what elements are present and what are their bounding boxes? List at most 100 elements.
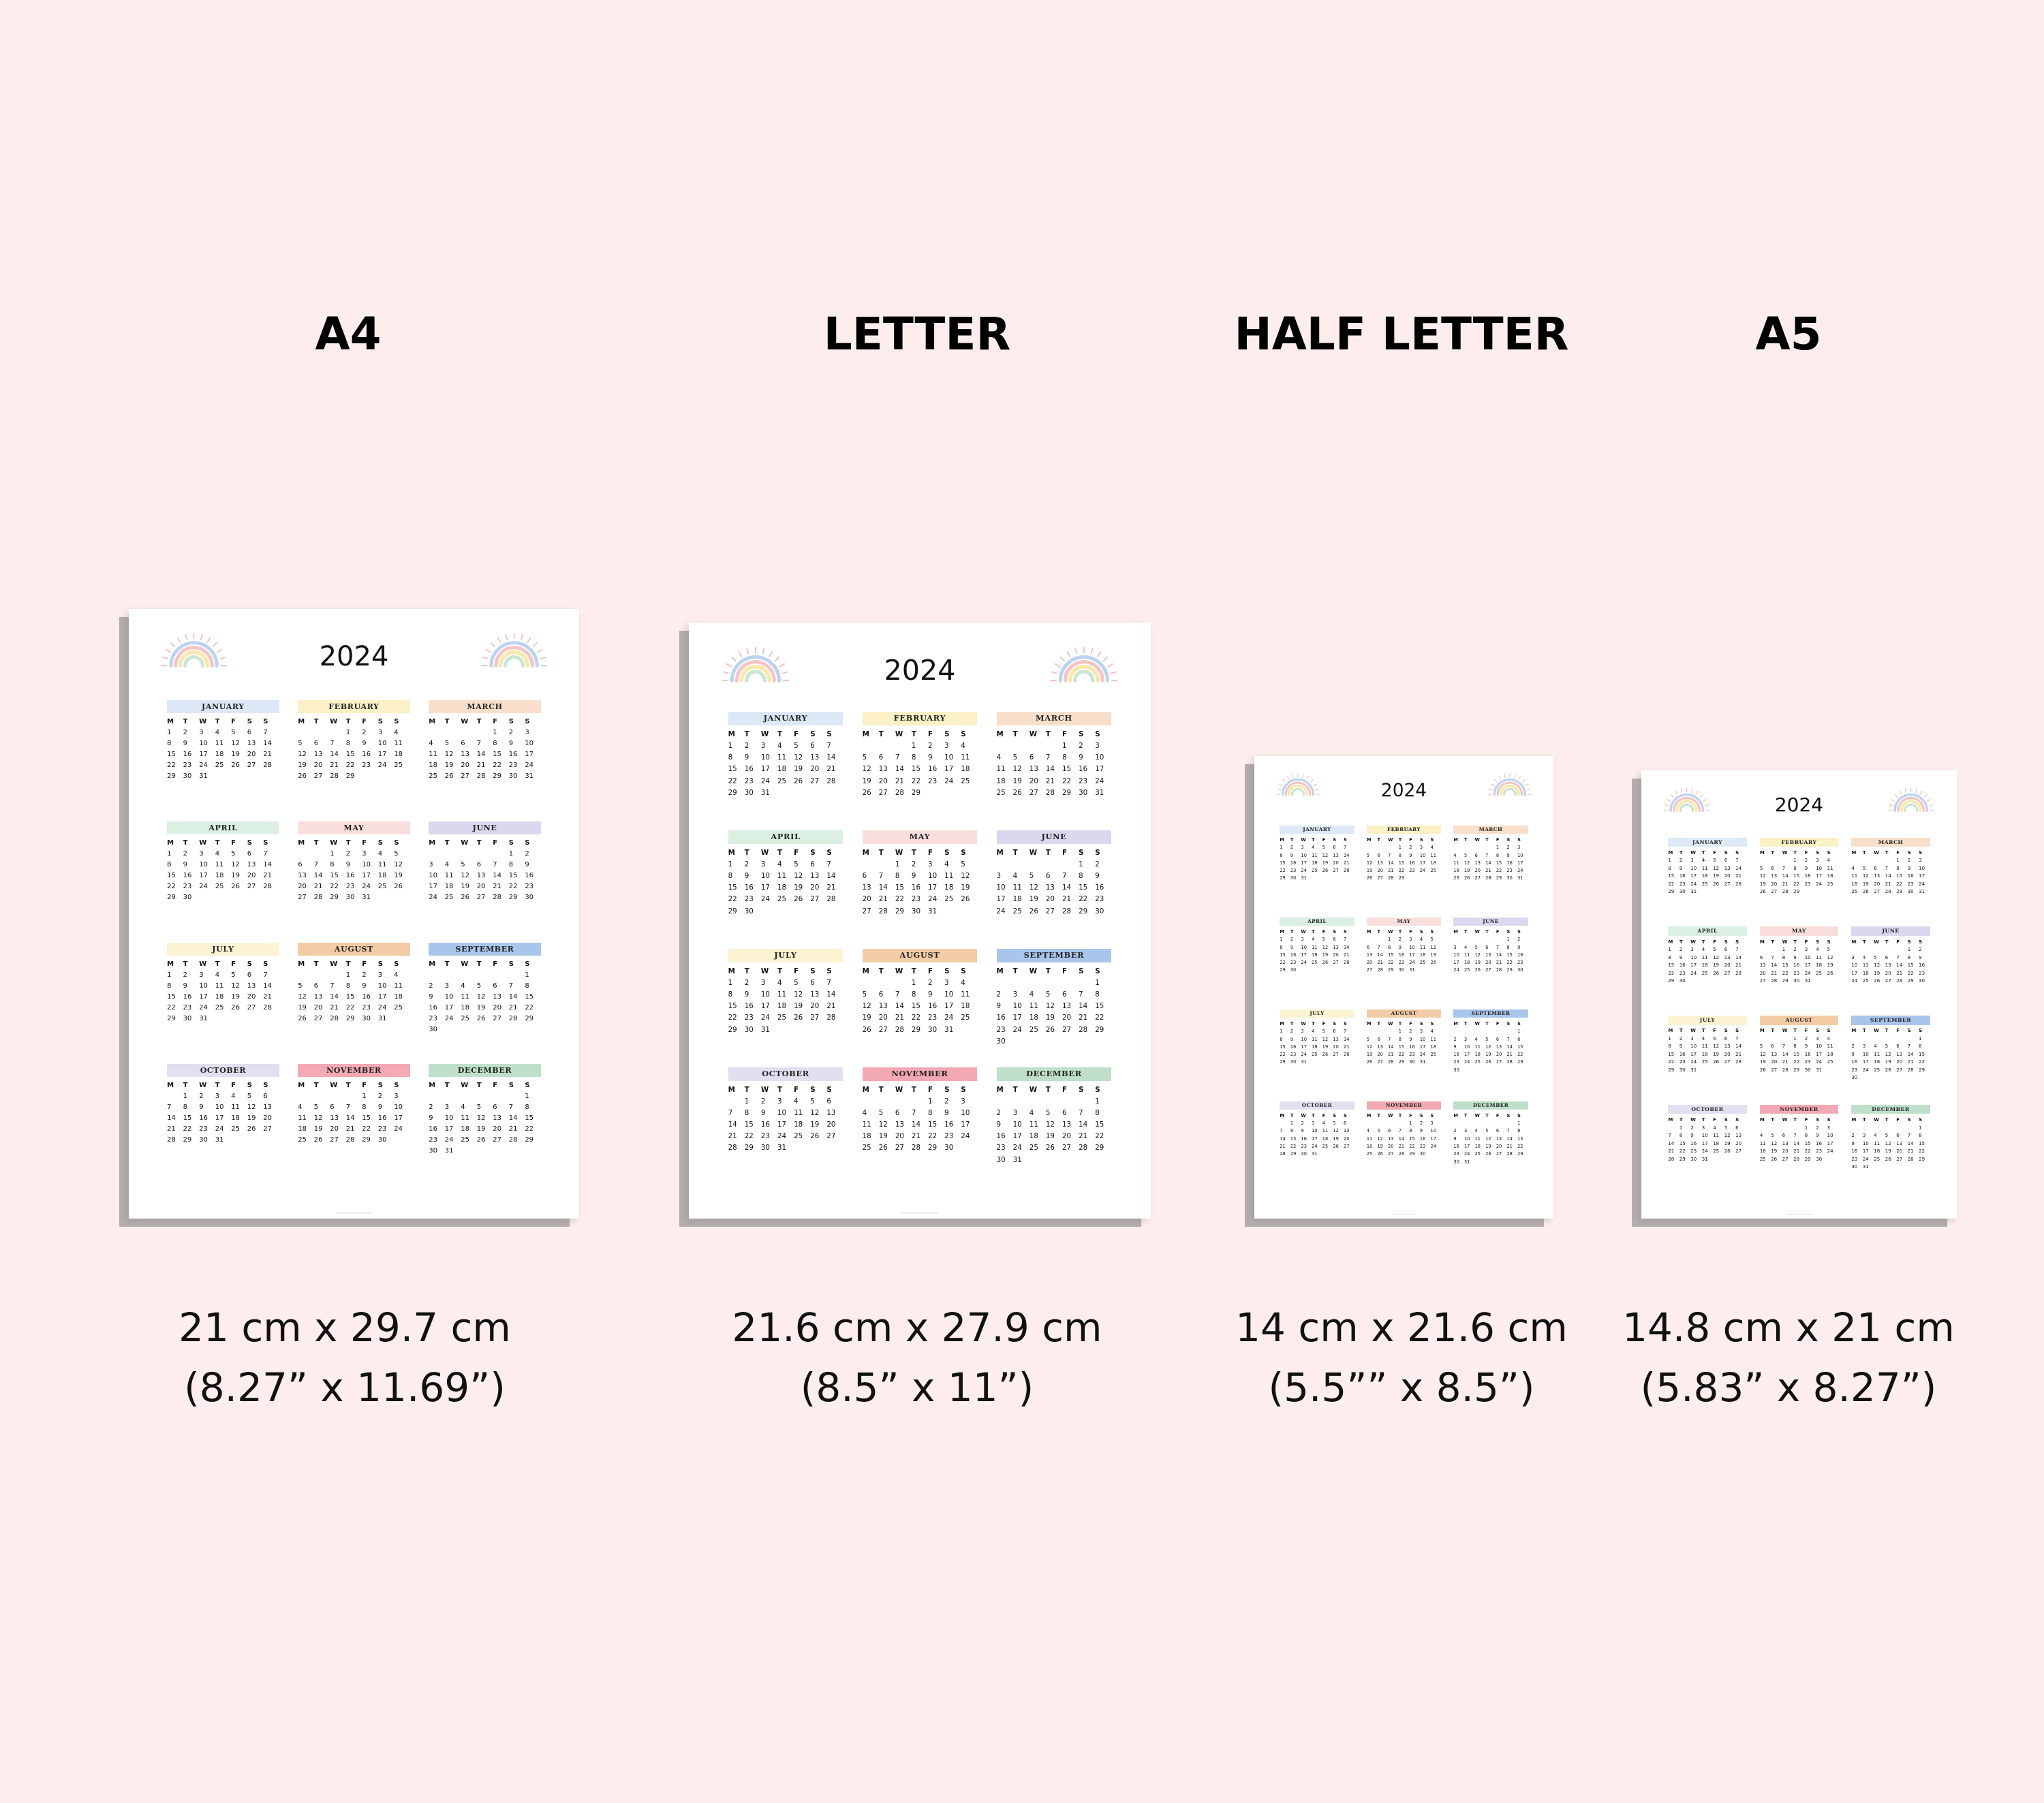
weekday-label: W [895,967,903,975]
day-number: 30 [1816,1156,1823,1162]
day-number: 8 [928,1109,933,1118]
day-number: 25 [1312,960,1318,966]
day-number: 26 [862,1025,871,1034]
day-number: 23 [183,762,192,770]
day-number: 11 [1874,1051,1880,1057]
empty-day [1793,1125,1804,1131]
day-number: 11 [777,753,787,762]
weekday-label: T [1312,837,1315,843]
day-number: 18 [961,1002,970,1011]
day-number: 14 [1735,954,1742,960]
day-number: 10 [1301,852,1307,858]
day-number: 16 [1907,873,1914,879]
day-number: 31 [1701,1156,1708,1162]
day-number: 25 [777,777,787,785]
day-number: 14 [1280,1135,1286,1142]
day-number: 3 [1464,1128,1468,1134]
day-number: 29 [911,1025,921,1034]
weekday-label: S [1827,849,1831,856]
weekday-label: S [1827,1117,1831,1123]
day-number: 15 [895,883,904,892]
day-number: 6 [862,872,867,881]
day-number: 1 [183,1092,188,1100]
day-number: 7 [728,1109,733,1118]
day-number: 3 [1312,1120,1315,1127]
day-number: 19 [247,1114,256,1122]
day-number: 12 [298,751,307,759]
weekday-label: S [247,1081,252,1089]
day-number: 13 [1062,1002,1072,1011]
day-number: 27 [1724,970,1731,976]
empty-day [330,971,346,979]
weekday-label: M [167,839,174,847]
day-number: 17 [1862,1148,1869,1155]
day-number: 18 [1464,960,1470,966]
day-number: 3 [199,729,204,737]
day-number: 16 [1804,1051,1811,1057]
day-number: 10 [1312,1128,1318,1134]
day-number: 17 [1301,860,1307,866]
day-number: 20 [1771,881,1778,887]
month-september: SEPTEMBER M T W T F S S 1 2 3 4 5 6 7 8 9 10 11 12 13 14 15 16 1… [429,943,541,1064]
weekday-label: T [1771,1028,1775,1034]
day-number: 18 [394,751,403,759]
day-number: 17 [199,751,208,759]
day-number: 3 [944,978,949,987]
day-number: 31 [1690,1067,1697,1073]
weekday-label: M [862,1085,869,1094]
day-number: 13 [313,751,323,759]
empty-day [895,742,912,750]
empty-day [429,1093,445,1100]
day-number: 9 [1816,1133,1819,1139]
weekday-label: F [1322,1112,1326,1118]
day-number: 18 [777,883,787,892]
day-number: 20 [1062,1132,1072,1141]
day-number: 22 [1062,777,1072,785]
month-days: M T W T F S S 1 2 3 4 5 6 7 8 9 10 11 12 13 14 15 16 17 18 19 20 21… [728,730,843,797]
day-number: 19 [1322,860,1329,866]
day-number: 6 [1029,753,1034,762]
day-number: 5 [1377,1128,1380,1134]
day-number: 27 [247,1004,256,1012]
day-number: 27 [1388,1151,1394,1157]
day-number: 8 [1668,1044,1671,1050]
day-number: 6 [1045,872,1051,881]
day-number: 29 [1896,889,1903,895]
day-number: 9 [744,753,749,762]
day-number: 5 [1713,1035,1716,1041]
day-number: 25 [1453,875,1459,881]
month-days: M T W T F S S 1 2 3 4 5 6 7 8 9 10 11 12 13 14 15 16 17 18 19 20 21… [298,1082,410,1144]
day-number: 12 [444,751,454,759]
month-label: NOVEMBER [1366,1101,1442,1110]
day-number: 1 [362,1092,367,1100]
month-days: M T W T F S S 1 2 3 4 5 6 7 8 9 10 11 12 13 14 15 16 17 18 19 20 21… [1280,1021,1354,1065]
day-number: 1 [728,978,733,987]
day-number: 21 [1280,1144,1286,1150]
day-number: 11 [777,872,787,881]
day-number: 25 [1029,1144,1038,1153]
day-number: 9 [345,861,351,869]
day-number: 24 [1419,1052,1426,1058]
day-number: 30 [429,1146,437,1155]
day-number: 28 [330,772,339,781]
day-number: 14 [895,1002,904,1011]
empty-day [461,971,477,979]
size-dimensions-half-letter: 14 cm x 21.6 cm (5.5”” x 8.5”) [1235,1298,1568,1417]
day-number: 30 [1290,875,1297,881]
weekday-label: W [1474,1020,1480,1026]
day-number: 24 [1419,868,1426,874]
day-number: 22 [183,1125,192,1133]
day-number: 16 [996,1014,1006,1022]
day-number: 9 [1398,944,1402,950]
day-number: 27 [1333,868,1339,874]
rainbow-icon [161,633,228,668]
size-title-a4: A4 [315,308,382,360]
day-number: 11 [215,740,224,748]
day-number: 20 [878,777,888,785]
empty-day [879,860,895,868]
month-august: AUGUST M T W T F S S 1 2 3 4 5 6 7 8 9 10 11 12 13 14 15 16 17 18… [862,949,978,1067]
weekday-label: S [1344,928,1347,935]
day-number: 19 [1485,1144,1491,1150]
weekday-label: F [1062,967,1068,975]
day-number: 30 [1079,788,1088,797]
